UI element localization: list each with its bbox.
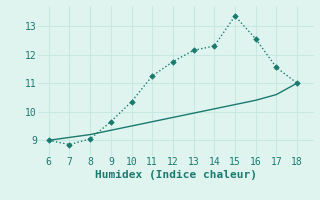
X-axis label: Humidex (Indice chaleur): Humidex (Indice chaleur): [95, 170, 257, 180]
